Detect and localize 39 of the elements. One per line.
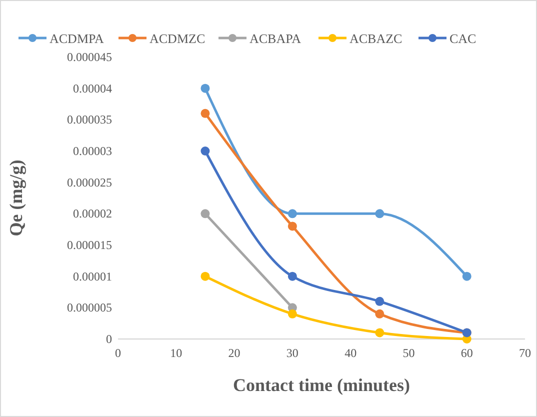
legend-label: ACDMPA	[50, 31, 105, 46]
point	[462, 272, 472, 281]
x-axis-title: Contact time (minutes)	[233, 375, 410, 395]
y-axis-title: Qe (mg/g)	[6, 160, 26, 236]
y-tick-label: 0.000015	[67, 238, 112, 252]
point	[375, 296, 384, 306]
x-tick-label: 60	[460, 346, 473, 360]
point	[200, 108, 210, 118]
point	[200, 84, 210, 93]
point	[200, 272, 210, 281]
point	[200, 209, 210, 218]
point	[288, 272, 297, 281]
legend-label: ACDMZC	[150, 31, 206, 46]
x-tick-label: 30	[286, 346, 298, 360]
y-tick-label: 0.000025	[67, 175, 112, 190]
point	[375, 209, 384, 218]
y-tick-label: 0.000045	[67, 50, 112, 64]
point	[288, 309, 297, 318]
y-tick-label: 0.00001	[73, 269, 112, 284]
legend-label: CAC	[450, 31, 476, 46]
x-tick-label: 20	[228, 346, 240, 360]
point	[375, 309, 384, 318]
x-tick-label: 10	[170, 346, 182, 360]
x-tick-label: 0	[115, 346, 121, 360]
x-tick-label: 70	[519, 346, 531, 360]
y-tick-label: 0.00002	[73, 206, 112, 221]
y-tick-label: 0.00004	[73, 81, 112, 96]
point	[288, 209, 297, 218]
y-tick-label: 0.00003	[73, 144, 112, 158]
y-tick-label: 0	[106, 332, 112, 346]
y-tick-label: 0.000035	[67, 112, 112, 127]
point	[375, 328, 384, 338]
point	[288, 222, 297, 231]
x-tick-label: 40	[344, 346, 357, 360]
legend-label: ACBAZC	[350, 31, 402, 46]
legend-label: ACBAPA	[250, 31, 302, 46]
x-tick-label: 50	[402, 346, 415, 360]
y-tick-label: 0.000005	[67, 300, 112, 315]
point	[200, 146, 210, 156]
